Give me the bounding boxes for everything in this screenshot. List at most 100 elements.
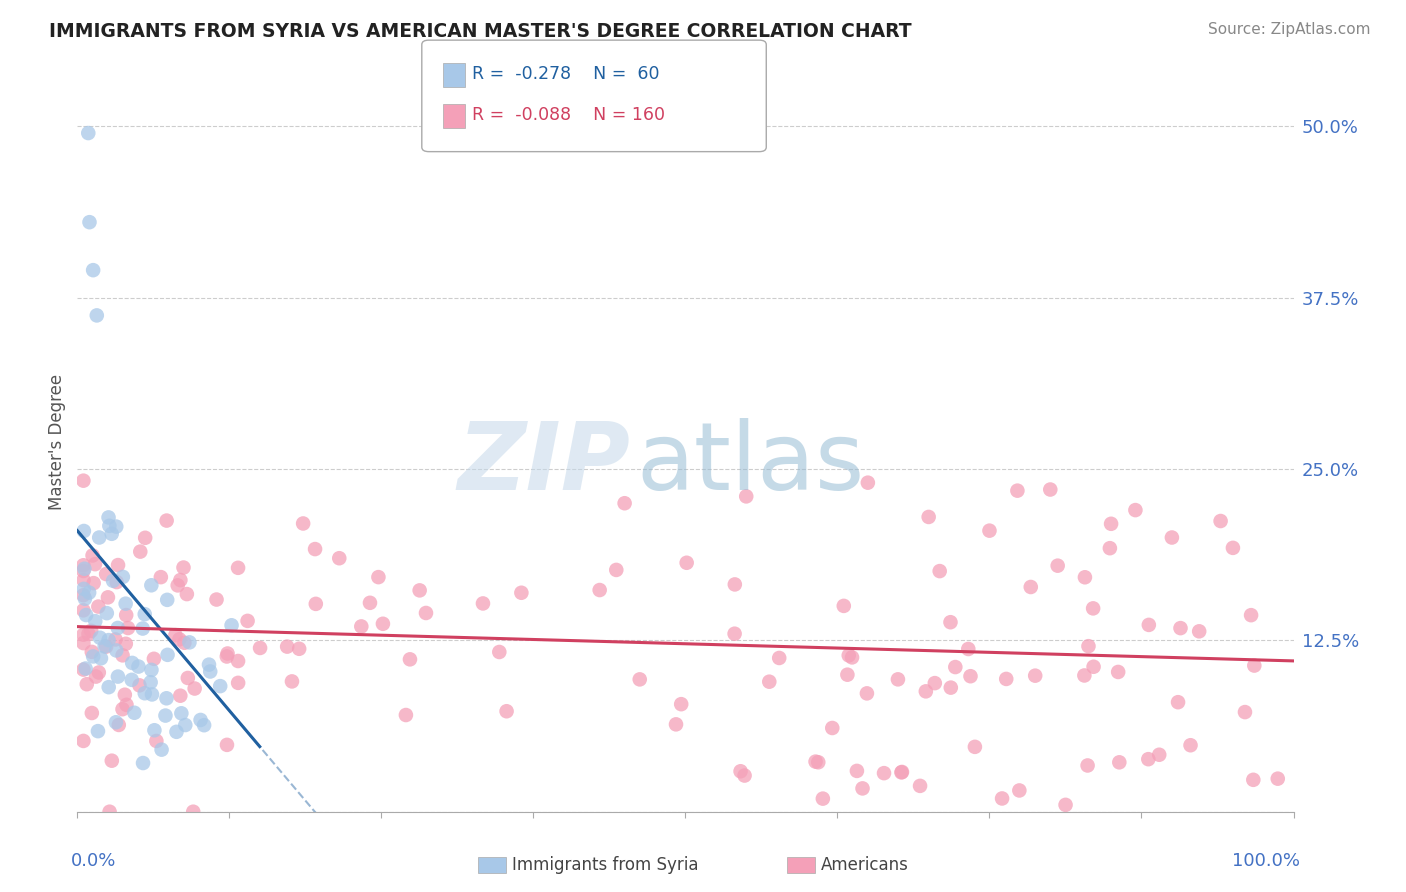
- Point: [143, 723, 166, 738]
- Point: [104, 715, 127, 730]
- Point: [205, 592, 228, 607]
- Point: [488, 645, 510, 659]
- Point: [170, 706, 193, 721]
- Point: [890, 765, 912, 780]
- Point: [115, 698, 138, 712]
- Point: [832, 599, 855, 613]
- Point: [1007, 483, 1029, 498]
- Point: [735, 489, 758, 503]
- Point: [100, 526, 122, 541]
- Point: [1241, 772, 1264, 787]
- Point: [155, 708, 177, 723]
- Point: [328, 551, 350, 566]
- Point: [1008, 783, 1031, 797]
- Point: [139, 675, 162, 690]
- Point: [77, 627, 100, 641]
- Point: [121, 656, 143, 670]
- Point: [77, 585, 100, 599]
- Point: [215, 649, 238, 664]
- Point: [723, 626, 745, 640]
- Point: [105, 575, 128, 590]
- Point: [891, 764, 914, 779]
- Point: [72, 573, 94, 587]
- Point: [142, 652, 165, 666]
- Point: [1137, 752, 1160, 766]
- Point: [939, 681, 962, 695]
- Point: [94, 567, 117, 582]
- Point: [226, 676, 249, 690]
- Point: [84, 670, 107, 684]
- Text: atlas: atlas: [637, 417, 865, 509]
- Point: [1209, 514, 1232, 528]
- Point: [758, 674, 780, 689]
- Point: [856, 686, 879, 700]
- Point: [198, 657, 221, 672]
- Text: 100.0%: 100.0%: [1232, 853, 1299, 871]
- Text: Americans: Americans: [821, 856, 908, 874]
- Point: [724, 577, 747, 591]
- Text: Source: ZipAtlas.com: Source: ZipAtlas.com: [1208, 22, 1371, 37]
- Point: [89, 631, 111, 645]
- Point: [80, 624, 103, 638]
- Point: [117, 621, 139, 635]
- Point: [149, 570, 172, 584]
- Point: [804, 755, 827, 769]
- Point: [1240, 608, 1263, 623]
- Point: [97, 633, 120, 648]
- Point: [129, 544, 152, 558]
- Point: [887, 673, 910, 687]
- Point: [105, 519, 128, 533]
- Point: [87, 724, 110, 739]
- Point: [104, 632, 127, 647]
- Point: [107, 670, 129, 684]
- Point: [173, 560, 195, 574]
- Point: [1074, 570, 1097, 584]
- Point: [87, 665, 110, 680]
- Point: [89, 531, 111, 545]
- Point: [1081, 601, 1104, 615]
- Point: [82, 549, 104, 563]
- Point: [605, 563, 627, 577]
- Point: [76, 677, 98, 691]
- Point: [75, 608, 97, 623]
- Point: [141, 663, 163, 677]
- Point: [1137, 618, 1160, 632]
- Point: [101, 574, 124, 588]
- Text: R =  -0.088    N = 160: R = -0.088 N = 160: [472, 106, 665, 124]
- Point: [72, 628, 94, 642]
- Point: [96, 606, 118, 620]
- Point: [169, 573, 191, 587]
- Point: [669, 697, 692, 711]
- Point: [111, 570, 134, 584]
- Point: [183, 681, 205, 696]
- Point: [1267, 772, 1289, 786]
- Point: [367, 570, 389, 584]
- Point: [226, 654, 249, 668]
- Point: [87, 599, 110, 614]
- Point: [114, 637, 136, 651]
- Point: [939, 615, 962, 630]
- Point: [190, 713, 212, 727]
- Point: [613, 496, 636, 510]
- Point: [1188, 624, 1211, 639]
- Point: [856, 475, 879, 490]
- Point: [179, 635, 201, 649]
- Point: [371, 616, 394, 631]
- Point: [408, 583, 430, 598]
- Point: [134, 531, 156, 545]
- Point: [145, 734, 167, 748]
- Point: [166, 724, 188, 739]
- Point: [1054, 797, 1077, 812]
- Point: [90, 651, 112, 665]
- Point: [169, 689, 191, 703]
- Point: [107, 558, 129, 572]
- Point: [1243, 658, 1265, 673]
- Point: [991, 791, 1014, 805]
- Point: [174, 718, 197, 732]
- Point: [156, 514, 179, 528]
- Point: [995, 672, 1018, 686]
- Point: [1125, 503, 1147, 517]
- Point: [200, 665, 222, 679]
- Point: [236, 614, 259, 628]
- Point: [111, 702, 134, 716]
